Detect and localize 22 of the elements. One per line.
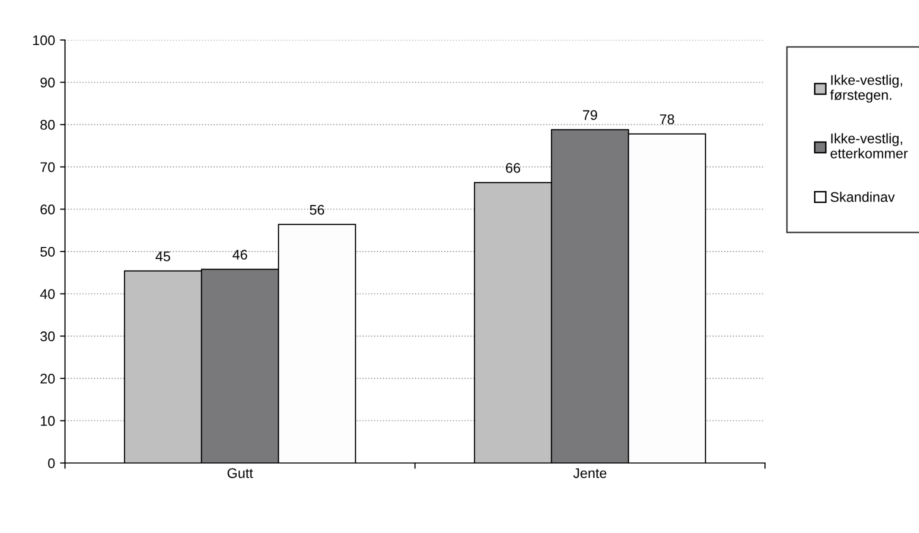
x-tick-label: Gutt (228, 468, 254, 478)
y-tick-label: 20 (40, 374, 55, 384)
y-tick-label: 40 (40, 289, 55, 299)
y-tick-label: 80 (40, 120, 55, 130)
data-label: 46 (232, 250, 248, 260)
data-label: 78 (660, 114, 674, 124)
data-label: 79 (582, 110, 598, 120)
y-tick-label: 90 (40, 78, 55, 88)
y-tick-label: 60 (40, 204, 55, 214)
data-label: 56 (310, 204, 324, 215)
y-tick-label: 10 (40, 416, 55, 426)
data-label: 45 (156, 252, 170, 262)
y-tick-label: 100 (33, 35, 55, 46)
legend-label: Ikke-vestlig, etterkommer (830, 133, 908, 158)
y-tick-label: 0 (48, 458, 55, 468)
x-tick-label: Jente (573, 468, 606, 478)
y-tick-label: 70 (40, 162, 55, 172)
legend-label: Ikke-vestlig, førstegen. (830, 74, 902, 103)
y-tick-label: 50 (40, 246, 55, 257)
data-label: 66 (506, 163, 520, 173)
y-tick-label: 30 (40, 331, 55, 342)
legend-label: Skandinav (830, 192, 895, 202)
